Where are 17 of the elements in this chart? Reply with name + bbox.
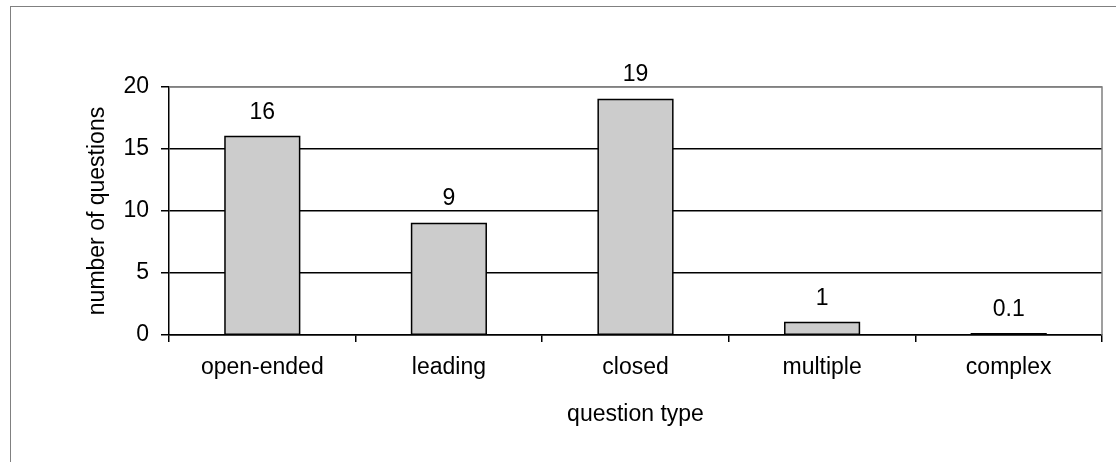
x-tick-label: open-ended (200, 353, 324, 380)
data-label: 19 (622, 60, 649, 87)
data-label: 9 (442, 184, 456, 211)
y-axis-title: number of questions (83, 106, 110, 316)
x-tick-label: closed (602, 353, 669, 380)
x-tick-label: complex (965, 353, 1053, 380)
x-axis-title: question type (567, 399, 704, 426)
y-tick-label: 15 (123, 134, 149, 161)
y-tick-label: 10 (123, 196, 149, 223)
y-tick-label: 0 (136, 320, 149, 347)
data-label: 16 (249, 97, 276, 124)
x-tick-label: multiple (782, 353, 862, 380)
x-tick-label: leading (411, 353, 486, 380)
y-tick-label: 5 (136, 258, 149, 285)
y-tick-label: 20 (123, 72, 149, 99)
data-label: 0.1 (992, 294, 1025, 321)
data-label: 1 (815, 283, 829, 310)
